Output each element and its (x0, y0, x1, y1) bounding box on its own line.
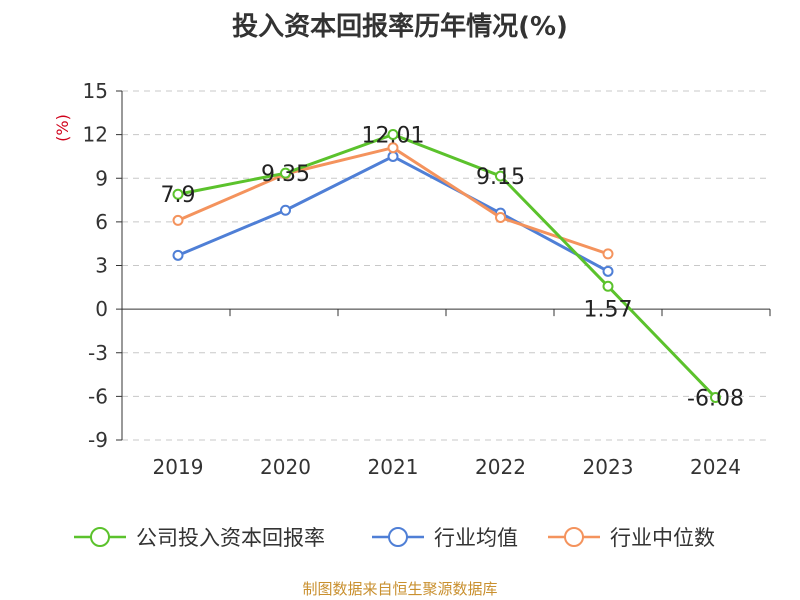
y-tick-label: -3 (88, 341, 108, 365)
series-line (177, 132, 717, 399)
data-point (495, 170, 506, 182)
data-label: 9.15 (476, 165, 525, 190)
legend-marker (564, 527, 584, 547)
y-tick-label: 3 (95, 254, 108, 278)
data-point (495, 212, 506, 224)
data-point (280, 167, 291, 179)
data-label: 1.57 (584, 297, 633, 322)
legend-marker (90, 527, 110, 547)
y-axis-label: (%) (53, 114, 72, 142)
x-tick-label: 2022 (475, 455, 526, 479)
legend-marker (388, 527, 408, 547)
y-tick-label: 12 (83, 123, 108, 147)
legend-label: 行业中位数 (610, 526, 715, 550)
data-label: 12.01 (362, 123, 425, 148)
y-tick-label: 0 (95, 297, 108, 321)
data-label: 9.35 (261, 162, 310, 187)
data-point (710, 392, 721, 404)
y-tick-label: -9 (88, 428, 108, 452)
y-tick-label: 15 (83, 79, 108, 103)
x-tick-label: 2021 (368, 455, 419, 479)
y-tick-label: 6 (95, 210, 108, 234)
data-point (602, 265, 614, 277)
data-label: -6.08 (687, 387, 744, 412)
data-point (387, 142, 399, 154)
data-point (602, 280, 614, 292)
y-tick-label: -6 (88, 384, 108, 408)
chart-title: 投入资本回报率历年情况(%) (232, 12, 568, 42)
data-point (172, 249, 184, 261)
data-point (387, 128, 399, 140)
data-point (172, 214, 184, 226)
data-point (172, 188, 184, 200)
data-point (387, 150, 399, 162)
y-tick-label: 9 (95, 166, 108, 190)
x-tick-label: 2019 (153, 455, 204, 479)
data-source-note: 制图数据来自恒生聚源数据库 (302, 580, 498, 598)
legend-label: 行业均值 (434, 526, 518, 550)
data-point (602, 248, 614, 260)
data-point (280, 204, 291, 216)
legend-label: 公司投入资本回报率 (136, 526, 325, 550)
x-tick-label: 2024 (690, 455, 741, 479)
x-tick-label: 2023 (583, 455, 634, 479)
series-line (177, 154, 609, 273)
x-tick-label: 2020 (260, 455, 311, 479)
data-label: 7.9 (161, 183, 196, 208)
